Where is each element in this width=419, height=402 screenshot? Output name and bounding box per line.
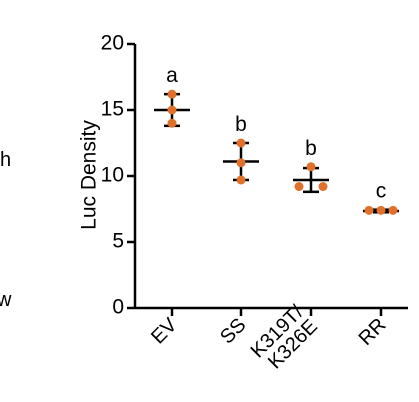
data-marks bbox=[154, 89, 399, 215]
data-point bbox=[376, 205, 386, 215]
y-axis-title: Luc Density bbox=[78, 120, 101, 230]
x-tick-label-line: EV bbox=[147, 314, 182, 349]
axes bbox=[127, 42, 408, 316]
y-tick-label: 10 bbox=[101, 164, 124, 187]
x-tick-label: RR bbox=[355, 314, 391, 350]
data-point bbox=[388, 205, 398, 215]
edge-letter-top: h bbox=[0, 149, 11, 171]
x-tick-label: SS bbox=[216, 314, 250, 348]
data-point bbox=[318, 182, 328, 192]
y-tick-label: 20 bbox=[101, 32, 124, 55]
data-point bbox=[167, 89, 177, 99]
data-point bbox=[167, 118, 177, 128]
significance-label: b bbox=[235, 113, 247, 136]
x-tick-label: EV bbox=[147, 314, 182, 349]
y-tick-label: 5 bbox=[112, 230, 124, 253]
x-tick-label-line: RR bbox=[355, 314, 391, 350]
data-point bbox=[236, 158, 246, 168]
y-tick-label: 15 bbox=[101, 98, 124, 121]
data-point bbox=[364, 205, 374, 215]
edge-letter-bottom: w bbox=[0, 289, 12, 311]
data-point bbox=[236, 138, 246, 148]
significance-label: a bbox=[166, 64, 178, 87]
y-tick-label: 0 bbox=[112, 296, 124, 319]
data-point bbox=[306, 162, 316, 172]
significance-label: b bbox=[305, 137, 317, 160]
data-point bbox=[167, 105, 177, 115]
data-point bbox=[236, 175, 246, 185]
data-point bbox=[294, 182, 304, 192]
significance-label: c bbox=[376, 180, 387, 203]
x-tick-label-line: SS bbox=[216, 314, 250, 348]
